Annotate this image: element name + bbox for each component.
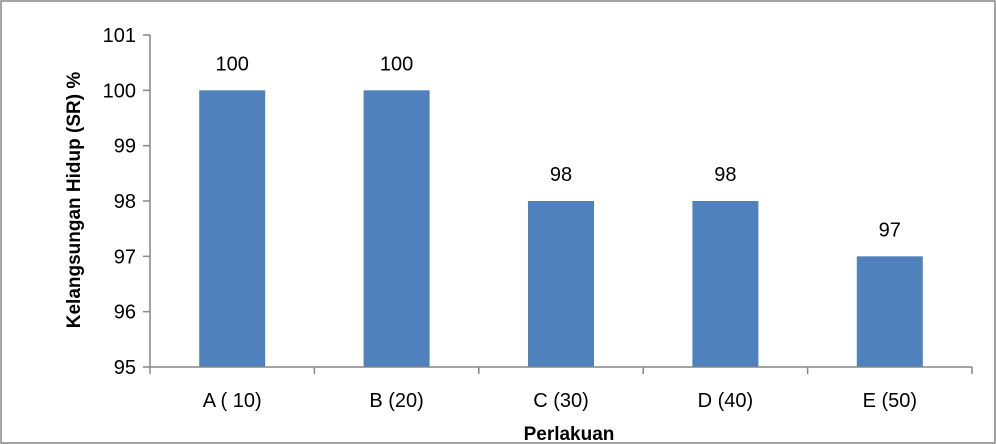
x-tick-label: E (50) (863, 390, 917, 412)
bar-1 (199, 90, 266, 367)
y-tick-label: 99 (114, 136, 136, 158)
bars-layer (199, 90, 923, 367)
bar-5 (856, 256, 923, 367)
data-label: 98 (550, 164, 572, 186)
y-axis-title: Kelangsungan Hidup (SR) % (64, 72, 85, 329)
data-label: 100 (380, 53, 413, 75)
data-label: 98 (714, 164, 736, 186)
x-tick-label: D (40) (698, 390, 754, 412)
x-tick-label: C (30) (533, 390, 589, 412)
y-tick-label: 96 (114, 302, 136, 324)
x-axis-title: Perlakuan (524, 424, 615, 444)
bar-4 (692, 201, 759, 367)
x-tick-label: B (20) (369, 390, 423, 412)
y-tick-label: 97 (114, 246, 136, 268)
data-label: 97 (879, 219, 901, 241)
y-tick-label: 101 (103, 25, 136, 47)
y-tick-label: 100 (103, 80, 136, 102)
x-tick-label: A ( 10) (203, 390, 262, 412)
bar-3 (528, 201, 594, 367)
y-ticks-layer: 95 96 97 98 99 100 101 (103, 25, 150, 379)
data-label: 100 (216, 53, 249, 75)
y-tick-label: 98 (114, 191, 136, 213)
bar-2 (363, 90, 430, 367)
data-labels-layer: 100 100 98 98 97 (216, 53, 901, 241)
y-tick-label: 95 (114, 357, 136, 379)
x-ticks-layer: A ( 10) B (20) C (30) D (40) E (50) (149, 367, 973, 412)
